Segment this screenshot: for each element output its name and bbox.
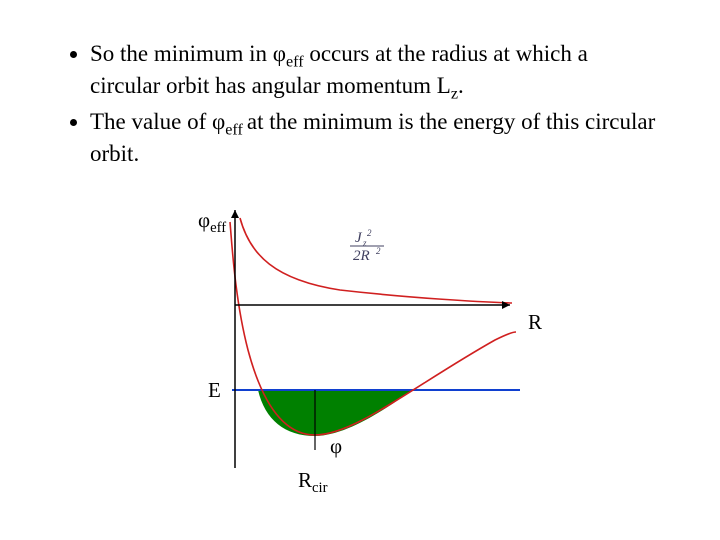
bullet-2: The value of φeff at the minimum is the … <box>90 108 660 168</box>
bullet-2-sym: φ <box>212 109 225 134</box>
bullet-1-sub2: z <box>451 86 458 103</box>
phi-eff-sub: eff <box>210 220 226 236</box>
fraction-den-sup: 2 <box>376 246 381 256</box>
bullet-2-sub1: eff <box>225 121 247 138</box>
x-axis-label: R <box>528 310 542 335</box>
fraction-den: 2R <box>353 248 370 264</box>
phi-symbol: φ <box>198 208 210 232</box>
bullet-2-pre: The value of <box>90 109 212 134</box>
bullet-1: So the minimum in φeff occurs at the rad… <box>90 40 660 104</box>
rcir-r: R <box>298 468 312 492</box>
bullet-list: So the minimum in φeff occurs at the rad… <box>60 40 660 167</box>
phi-label: φ <box>330 434 342 459</box>
effective-potential-figure: Jz22R2 φeff R E φ Rcir <box>180 210 560 500</box>
rcir-label: Rcir <box>298 468 328 497</box>
rcir-sub: cir <box>312 480 328 496</box>
y-axis-label: φeff <box>198 208 226 237</box>
bullet-1-sub1: eff <box>286 54 304 71</box>
bound-region-fill <box>258 390 412 436</box>
centrifugal-curve <box>240 218 512 303</box>
energy-label: E <box>208 378 221 403</box>
y-axis-arrow-icon <box>231 210 239 218</box>
plot-svg: Jz22R2 <box>180 210 520 470</box>
bullet-1-post: . <box>458 73 464 98</box>
bullet-1-sym: φ <box>273 41 286 66</box>
bullet-1-pre: So the minimum in <box>90 41 273 66</box>
fraction-num-sup: 2 <box>367 228 372 238</box>
fraction-num: J <box>355 230 363 246</box>
